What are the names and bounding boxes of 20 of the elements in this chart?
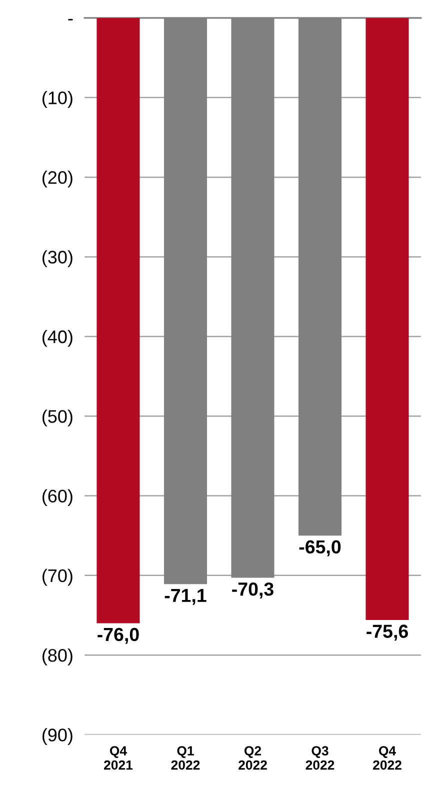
x-tick-label: Q3 2022 (306, 746, 334, 770)
data-label: -65,0 (299, 540, 341, 556)
y-tick-label: (90) (42, 728, 72, 745)
x-tick-label: Q1 2022 (171, 746, 200, 770)
y-tick-label: (40) (42, 330, 72, 347)
y-tick-label: (80) (42, 648, 72, 666)
y-tick-label: (30) (42, 250, 72, 268)
data-label: -76,0 (98, 628, 139, 644)
y-tick-label: (60) (42, 489, 72, 506)
x-tick-label: Q4 2022 (373, 746, 402, 770)
y-tick-label: - (68, 18, 73, 20)
data-label: -71,1 (164, 589, 206, 605)
y-tick-label: (70) (42, 568, 72, 586)
x-tick-label: Q2 2022 (238, 746, 267, 770)
y-tick-label: (50) (42, 410, 72, 426)
y-tick-label: (10) (42, 91, 72, 108)
data-label: -70,3 (232, 582, 274, 598)
y-tick-label: (20) (42, 170, 72, 188)
data-label: -75,6 (366, 624, 408, 641)
x-tick-label: Q4 2021 (104, 746, 133, 770)
